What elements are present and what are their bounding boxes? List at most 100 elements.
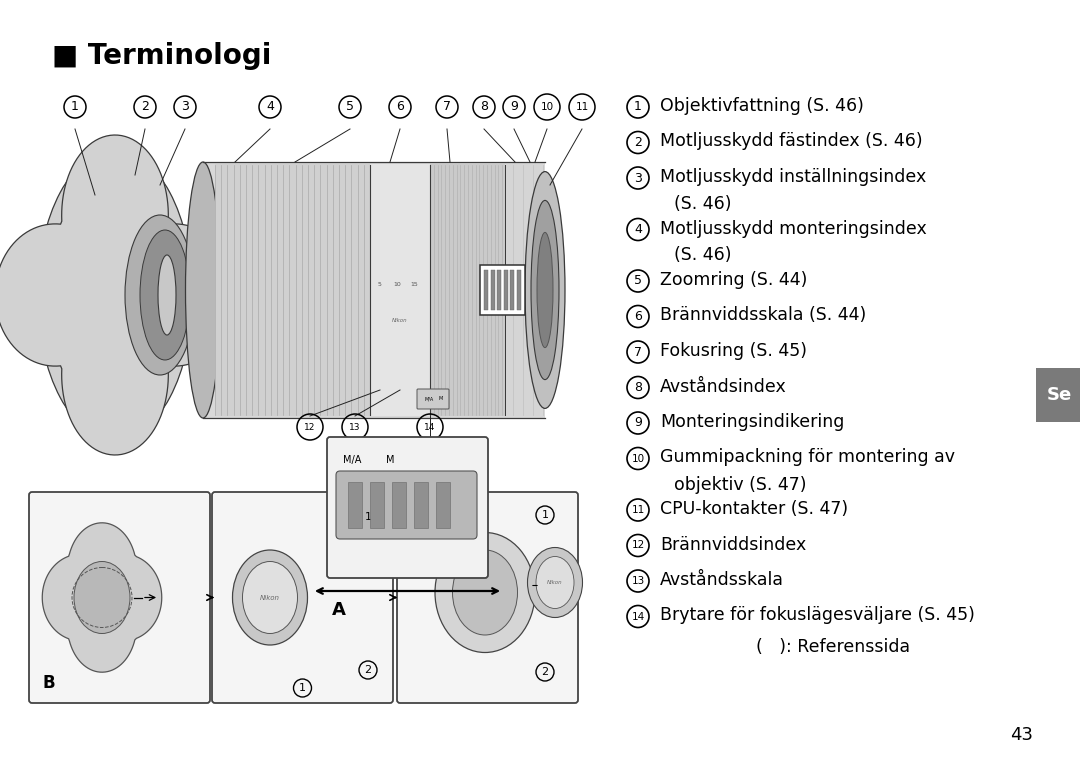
Text: 6: 6 (634, 310, 642, 323)
Bar (370, 482, 384, 528)
Polygon shape (0, 135, 235, 455)
Text: 5: 5 (346, 100, 354, 113)
FancyBboxPatch shape (212, 492, 393, 703)
Text: 6: 6 (396, 100, 404, 113)
Text: 14: 14 (424, 423, 435, 431)
Text: 11: 11 (576, 102, 589, 112)
Bar (203, 162, 545, 418)
Text: 11: 11 (632, 505, 645, 515)
Text: 14: 14 (632, 611, 645, 621)
Text: 12: 12 (305, 423, 315, 431)
Text: 13: 13 (349, 423, 361, 431)
Bar (370, 164, 430, 416)
Text: 2: 2 (364, 665, 372, 675)
Text: M: M (386, 455, 394, 465)
Text: Brytare för fokuslägesväljare (S. 45): Brytare för fokuslägesväljare (S. 45) (660, 607, 975, 624)
Text: objektiv (S. 47): objektiv (S. 47) (674, 476, 807, 493)
Text: 3: 3 (634, 172, 642, 185)
Text: 2: 2 (634, 136, 642, 149)
Bar (348, 482, 362, 528)
FancyBboxPatch shape (327, 437, 488, 578)
Ellipse shape (435, 532, 535, 653)
Text: B: B (42, 674, 55, 692)
Ellipse shape (243, 561, 297, 633)
Bar (1036, 368, 1080, 422)
Text: Nikon: Nikon (392, 317, 408, 322)
FancyBboxPatch shape (29, 492, 210, 703)
Ellipse shape (125, 215, 195, 375)
Text: ■ Terminologi: ■ Terminologi (52, 42, 271, 70)
Text: CPU-kontakter (S. 47): CPU-kontakter (S. 47) (660, 500, 848, 518)
Text: Motljusskydd fästindex (S. 46): Motljusskydd fästindex (S. 46) (660, 133, 922, 150)
Bar (505, 164, 540, 416)
FancyBboxPatch shape (336, 471, 477, 539)
Ellipse shape (527, 548, 582, 617)
Bar (215, 164, 370, 416)
Bar (430, 164, 505, 416)
Text: M: M (438, 397, 443, 401)
Text: Nikon: Nikon (548, 580, 563, 585)
Text: Objektivfattning (S. 46): Objektivfattning (S. 46) (660, 97, 864, 115)
Text: Fokusring (S. 45): Fokusring (S. 45) (660, 342, 807, 360)
Text: Se: Se (1047, 386, 1071, 404)
Ellipse shape (453, 550, 517, 635)
Text: 1: 1 (71, 100, 79, 113)
FancyBboxPatch shape (417, 389, 449, 409)
Ellipse shape (525, 172, 565, 408)
Bar (414, 482, 428, 528)
Ellipse shape (140, 230, 190, 360)
Text: M/A: M/A (424, 397, 434, 401)
Text: Motljusskydd inställningsindex: Motljusskydd inställningsindex (660, 168, 927, 186)
Text: 12: 12 (632, 541, 645, 551)
Ellipse shape (537, 232, 553, 348)
Bar (484, 270, 488, 310)
Text: 10: 10 (393, 283, 401, 287)
Text: 1: 1 (365, 512, 372, 522)
Text: 8: 8 (480, 100, 488, 113)
FancyBboxPatch shape (480, 265, 525, 315)
Text: 7: 7 (634, 345, 642, 358)
Bar (516, 270, 521, 310)
Text: 7: 7 (443, 100, 451, 113)
Text: 43: 43 (1011, 726, 1034, 744)
Bar (510, 270, 514, 310)
Text: (S. 46): (S. 46) (674, 195, 731, 213)
Ellipse shape (75, 561, 130, 633)
Text: 2: 2 (141, 100, 149, 113)
Text: Brännviddsindex: Brännviddsindex (660, 535, 807, 554)
Text: A: A (332, 601, 346, 619)
Bar (497, 270, 501, 310)
Text: Monteringsindikering: Monteringsindikering (660, 413, 845, 431)
Text: Avståndsskala: Avståndsskala (660, 571, 784, 589)
Text: 4: 4 (266, 100, 274, 113)
Text: M/A: M/A (342, 455, 361, 465)
Text: 4: 4 (634, 223, 642, 236)
Bar (436, 482, 450, 528)
Text: Nikon: Nikon (260, 594, 280, 601)
Text: 5: 5 (378, 283, 382, 287)
Text: 2: 2 (541, 667, 549, 677)
Text: 9: 9 (510, 100, 518, 113)
Ellipse shape (158, 255, 176, 335)
Text: Gummipackning för montering av: Gummipackning för montering av (660, 449, 955, 466)
Polygon shape (42, 523, 162, 673)
Ellipse shape (38, 150, 192, 440)
Text: 10: 10 (540, 102, 554, 112)
Text: 8: 8 (634, 381, 642, 394)
Ellipse shape (186, 162, 220, 418)
Ellipse shape (536, 557, 573, 608)
Text: 10: 10 (632, 453, 645, 463)
Text: Brännviddsskala (S. 44): Brännviddsskala (S. 44) (660, 306, 866, 325)
Text: 1: 1 (634, 100, 642, 113)
Bar (392, 482, 406, 528)
Ellipse shape (232, 550, 308, 645)
FancyBboxPatch shape (397, 492, 578, 703)
Text: (   ): Referenssida: ( ): Referenssida (756, 638, 910, 656)
Text: Zoomring (S. 44): Zoomring (S. 44) (660, 271, 808, 289)
Text: 1: 1 (299, 683, 306, 693)
Text: (S. 46): (S. 46) (674, 247, 731, 264)
Text: Avståndsindex: Avståndsindex (660, 378, 786, 395)
Text: 3: 3 (181, 100, 189, 113)
Text: 15: 15 (410, 283, 418, 287)
Bar (503, 270, 508, 310)
